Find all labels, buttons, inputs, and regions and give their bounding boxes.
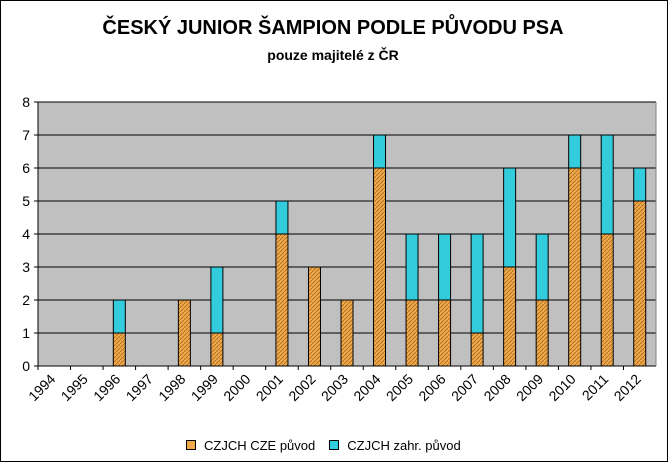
y-tick-label: 4 <box>22 226 30 242</box>
x-tick-label: 2002 <box>285 371 318 404</box>
x-tick-label: 2005 <box>383 371 416 404</box>
y-tick-label: 7 <box>22 127 30 143</box>
x-tick-label: 2004 <box>350 371 383 404</box>
bar-cze-2008 <box>503 266 517 367</box>
x-tick-label: 1994 <box>25 371 58 404</box>
x-tick-label: 1995 <box>58 371 91 404</box>
x-tick-label: 2011 <box>579 371 612 404</box>
chart-title: ČESKÝ JUNIOR ŠAMPION PODLE PŮVODU PSA <box>102 17 564 39</box>
x-tick-label: 2012 <box>611 371 644 404</box>
x-tick-label: 1998 <box>155 371 188 404</box>
y-tick-label: 5 <box>22 193 30 209</box>
bar-cze-1999 <box>210 332 224 367</box>
x-tick-label: 1997 <box>123 371 156 404</box>
bar-zahr-2009 <box>535 233 549 301</box>
legend: CZJCH CZE původ CZJCH zahr. původ <box>186 436 475 454</box>
bar-zahr-2010 <box>568 134 582 169</box>
y-tick-label: 8 <box>22 94 30 110</box>
bar-cze-2004 <box>373 167 387 367</box>
bar-zahr-1999 <box>210 266 224 334</box>
bar-cze-1998 <box>177 299 191 367</box>
bar-zahr-2005 <box>405 233 419 301</box>
bar-zahr-2001 <box>275 200 289 235</box>
legend-label-cze: CZJCH CZE původ <box>204 437 316 453</box>
bar-cze-2011 <box>600 233 614 367</box>
bar-cze-1996 <box>112 332 126 367</box>
x-tick-label: 2006 <box>415 371 448 404</box>
bar-cze-2002 <box>307 266 321 367</box>
y-tick-label: 2 <box>22 292 30 308</box>
bar-zahr-2008 <box>503 167 517 268</box>
y-tick-label: 0 <box>22 358 30 374</box>
x-tick-label: 2001 <box>253 371 286 404</box>
bar-cze-2001 <box>275 233 289 367</box>
bar-cze-2006 <box>438 299 452 367</box>
bar-cze-2005 <box>405 299 419 367</box>
x-tick-label: 2003 <box>318 371 351 404</box>
legend-swatch-zahr <box>329 440 340 450</box>
chart-subtitle: pouze majitelé z ČR <box>267 47 399 63</box>
x-tick-label: 1996 <box>90 371 123 404</box>
legend-swatch-cze <box>186 440 196 450</box>
bar-zahr-2011 <box>600 134 614 235</box>
bar-cze-2003 <box>340 299 354 367</box>
bar-zahr-2007 <box>470 233 484 334</box>
x-tick-label: 2009 <box>513 371 546 404</box>
x-tick-label: 2010 <box>545 371 578 404</box>
x-tick-label: 1999 <box>188 371 221 404</box>
y-tick-label: 6 <box>22 160 30 176</box>
bar-cze-2007 <box>470 332 484 367</box>
bar-zahr-2006 <box>438 233 452 301</box>
legend-label-zahr: CZJCH zahr. původ <box>347 437 461 453</box>
x-tick-label: 2008 <box>480 371 513 404</box>
y-tick-label: 3 <box>22 259 30 275</box>
bar-zahr-2004 <box>373 134 387 169</box>
legend-item-cze: CZJCH CZE původ <box>186 438 315 453</box>
bar-zahr-2012 <box>633 167 647 202</box>
bar-cze-2010 <box>568 167 582 367</box>
legend-item-zahr: CZJCH zahr. původ <box>329 437 461 453</box>
bar-zahr-1996 <box>112 299 126 334</box>
x-tick-label: 2007 <box>448 371 481 404</box>
bar-cze-2009 <box>535 299 549 367</box>
bar-cze-2012 <box>633 200 647 367</box>
x-tick-label: 2000 <box>220 371 253 404</box>
y-tick-label: 1 <box>22 325 30 341</box>
